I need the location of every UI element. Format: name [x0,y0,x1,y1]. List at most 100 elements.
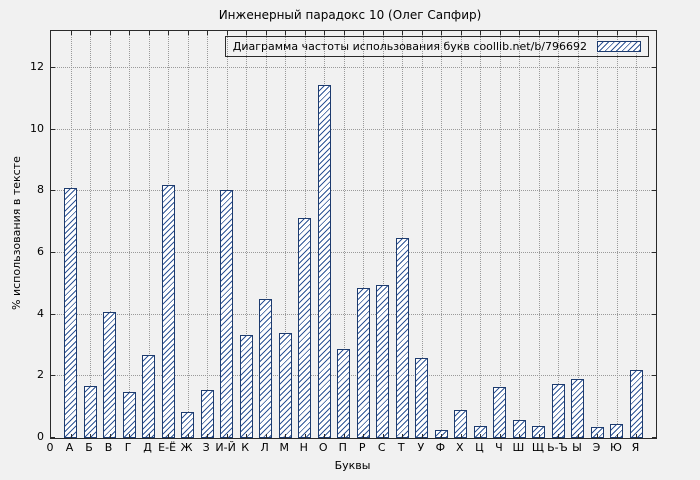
x-tick-label-origin: 0 [46,441,54,454]
y-tick-label: 8 [37,183,44,197]
x-tick-mark [577,31,579,35]
x-tick-mark [499,434,501,438]
v-gridline [538,31,540,438]
y-tick-mark [51,437,55,438]
bar-Л [259,299,273,438]
x-tick-mark [187,434,189,438]
x-tick-mark [207,31,209,35]
x-tick-mark [304,31,306,35]
v-gridline [597,31,599,438]
bar-М [278,333,292,438]
x-tick-mark [109,31,111,35]
h-gridline [51,128,656,130]
y-tick-label: 6 [37,245,44,258]
y-tick-mark [51,190,55,192]
x-tick-mark [168,31,170,35]
y-tick-label: 12 [30,60,44,73]
x-tick-label: Я [631,441,640,454]
bar-Ы [571,379,585,438]
h-gridline [51,190,656,192]
x-tick-mark [460,31,462,35]
x-tick-mark [363,31,365,35]
bar-Ч [493,387,507,438]
x-tick-mark [324,434,326,438]
y-tick-mark [652,67,656,68]
y-tick-mark [652,190,656,192]
x-tick-mark [265,31,267,35]
bar-Т [395,237,409,438]
y-tick-mark [652,128,656,130]
x-tick-label: Е-Ё [158,441,177,454]
bar-П [337,348,351,438]
v-gridline [109,31,111,438]
x-tick-label: Ы [572,441,582,454]
x-tick-mark [480,31,482,35]
h-gridline [51,252,656,253]
x-tick-mark [480,434,482,438]
v-gridline [285,31,287,438]
x-tick-mark [129,434,131,438]
v-gridline [577,31,579,438]
x-tick-label: П [338,441,347,454]
x-tick-label: Ч [495,441,503,454]
v-gridline [129,31,131,438]
legend: Диаграмма частоты использования букв coo… [224,36,649,57]
x-tick-label: Э [592,441,601,454]
v-gridline [499,31,501,438]
x-tick-mark [402,434,404,438]
x-tick-mark [70,434,72,438]
x-tick-label: О [318,441,328,454]
plot-area: Диаграмма частоты использования букв coo… [50,30,657,439]
h-gridline [51,313,656,315]
bar-Г [122,391,136,438]
x-tick-label: С [377,441,386,454]
v-gridline [363,31,365,438]
x-tick-mark [538,434,540,438]
v-gridline [441,31,443,438]
v-gridline [148,31,150,438]
y-tick-mark [652,252,656,253]
x-tick-mark [207,434,209,438]
x-tick-label: У [417,441,425,454]
v-gridline [382,31,384,438]
x-tick-mark [441,434,443,438]
x-tick-mark [285,31,287,35]
v-gridline [90,31,92,438]
x-tick-label: В [104,441,113,454]
y-tick-mark [51,252,55,253]
bar-Е-Ё [161,185,175,438]
h-gridline [51,375,656,377]
v-gridline [246,31,248,438]
x-tick-mark [343,434,345,438]
x-tick-label: Ю [610,441,622,454]
x-tick-label: Ж [180,441,193,454]
x-tick-mark [616,31,618,35]
x-tick-mark [90,31,92,35]
x-tick-mark [304,434,306,438]
x-tick-mark [616,434,618,438]
x-tick-label: Р [358,441,366,454]
v-gridline [421,31,423,438]
x-tick-mark [90,434,92,438]
y-tick-mark [652,313,656,315]
y-tick-mark [51,375,55,377]
bar-К [239,334,253,438]
chart-title: Инженерный парадокс 10 (Олег Сапфир) [218,8,482,22]
y-tick-label: 0 [37,430,44,443]
x-tick-label: Ц [475,441,484,454]
x-tick-mark [519,31,521,35]
x-tick-label: Ш [512,441,525,454]
x-tick-mark [519,434,521,438]
x-tick-mark [460,434,462,438]
x-tick-mark [636,434,638,438]
bar-Ь-Ъ [551,384,565,438]
v-gridline [480,31,482,438]
x-tick-mark [70,31,72,35]
x-tick-mark [246,434,248,438]
legend-label: Диаграмма частоты использования букв coo… [232,40,587,53]
x-tick-mark [226,31,228,35]
x-tick-label: Т [397,441,405,454]
x-tick-label: Ф [435,441,446,454]
x-tick-label: А [65,441,74,454]
